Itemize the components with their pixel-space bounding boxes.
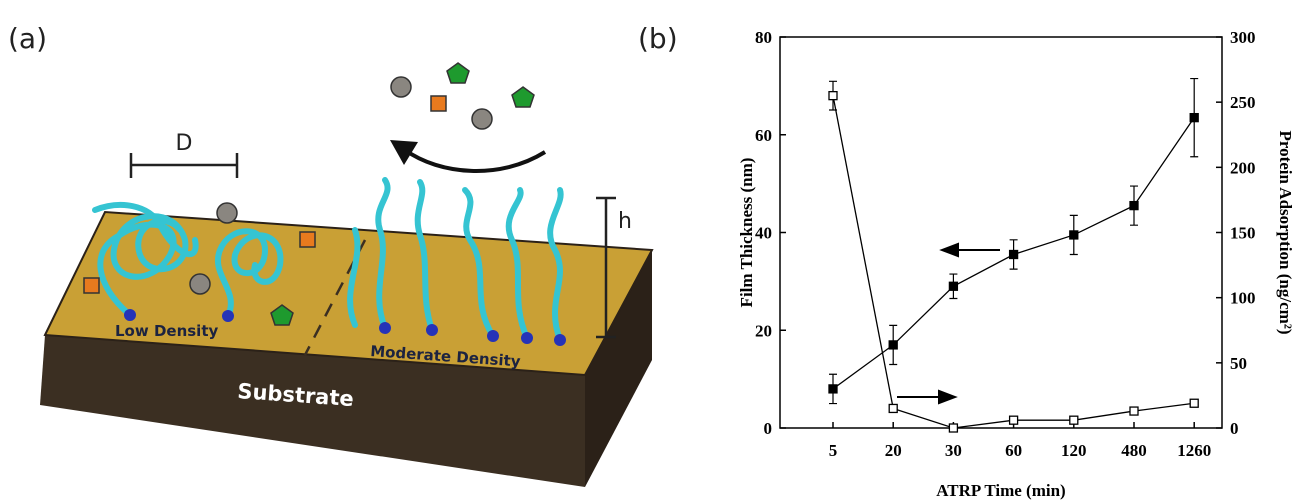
marker — [1070, 416, 1078, 424]
anchor — [222, 310, 234, 322]
height-label: h — [618, 209, 632, 234]
molecule — [391, 77, 411, 97]
marker — [889, 341, 897, 349]
molecule — [472, 109, 492, 129]
anchor — [124, 309, 136, 321]
x-tick-label: 5 — [829, 441, 838, 460]
panel-label: (b) — [638, 22, 678, 55]
y2-tick-label: 50 — [1230, 354, 1247, 373]
marker — [1190, 399, 1198, 407]
y2-tick-label: 0 — [1230, 419, 1239, 438]
molecule — [512, 87, 534, 107]
molecule — [190, 274, 210, 294]
y-tick-label: 0 — [764, 419, 773, 438]
panel-label: (a) — [8, 22, 47, 55]
low-density-label: Low Density — [115, 322, 218, 340]
y-tick-label: 60 — [755, 126, 772, 145]
marker — [949, 282, 957, 290]
spacing-label: D — [176, 131, 193, 156]
x-tick-label: 30 — [945, 441, 962, 460]
molecule — [431, 96, 446, 111]
marker — [949, 424, 957, 432]
x-tick-label: 120 — [1061, 441, 1087, 460]
anchor — [379, 322, 391, 334]
marker — [1010, 250, 1018, 258]
x-tick-label: 60 — [1005, 441, 1022, 460]
plot-frame — [780, 37, 1222, 428]
molecule — [217, 203, 237, 223]
y2-tick-label: 300 — [1230, 28, 1256, 47]
molecule — [300, 232, 315, 247]
marker — [1070, 231, 1078, 239]
y2-tick-label: 150 — [1230, 224, 1256, 243]
x-tick-label: 1260 — [1177, 441, 1211, 460]
flow-arrow — [405, 150, 545, 171]
marker — [829, 385, 837, 393]
marker — [1190, 114, 1198, 122]
y-axis-label: Film Thickness (nm) — [737, 158, 756, 308]
axis-arrows — [897, 244, 1000, 403]
anchor — [487, 330, 499, 342]
y2-tick-label: 100 — [1230, 289, 1256, 308]
anchor — [521, 332, 533, 344]
figure: (a) D h Low Density — [0, 0, 1300, 502]
y-tick-label: 40 — [755, 224, 772, 243]
y2-axis-label: Protein Adsorption (ng/cm²) — [1276, 130, 1295, 334]
marker — [1130, 407, 1138, 415]
chart: 0 20 40 60 80 0 50 100 150 200 250 300 5 20 30 60 120 480… — [737, 28, 1295, 500]
y-tick-label: 80 — [755, 28, 772, 47]
anchor — [554, 334, 566, 346]
page: (a) D h Low Density — [0, 0, 1300, 502]
molecule — [84, 278, 99, 293]
y-tick-label: 20 — [755, 321, 772, 340]
x-axis-label: ATRP Time (min) — [936, 481, 1065, 500]
molecule — [447, 63, 469, 83]
marker — [829, 92, 837, 100]
marker — [1010, 416, 1018, 424]
x-tick-label: 20 — [885, 441, 902, 460]
marker — [1130, 202, 1138, 210]
flow-arrow-head — [390, 140, 418, 165]
y2-tick-label: 250 — [1230, 93, 1256, 112]
y2-tick-label: 200 — [1230, 158, 1256, 177]
x-tick-label: 480 — [1121, 441, 1147, 460]
spacing-bar — [131, 153, 237, 178]
marker — [889, 404, 897, 412]
anchor — [426, 324, 438, 336]
